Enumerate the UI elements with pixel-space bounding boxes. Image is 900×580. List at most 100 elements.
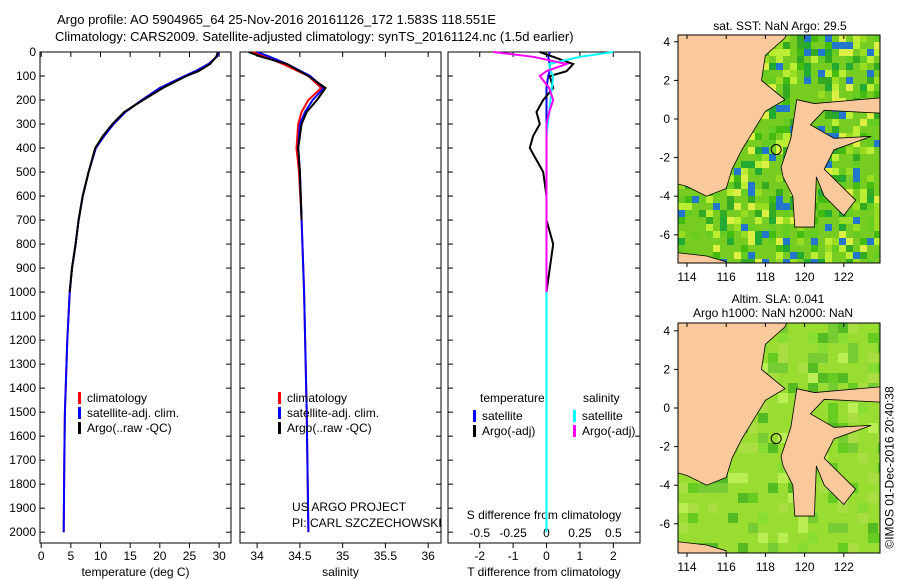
land-borneo [678, 323, 788, 486]
series-line-s-satellite [545, 51, 614, 533]
land-sulawesi [780, 386, 880, 517]
series-line-t-argo-adj- [528, 51, 575, 293]
y-tick-label: 700 [16, 213, 36, 227]
y-tick-label: 400 [16, 141, 36, 155]
lon-tick-label: 114 [677, 270, 696, 284]
series-line-satellite-adj-clim- [62, 51, 221, 533]
plot-frame [39, 51, 232, 544]
x-tick-label: 0 [543, 549, 550, 563]
y-tick-label: 1500 [9, 405, 36, 419]
legend-swatch [278, 422, 281, 434]
map-frame [677, 34, 881, 264]
x-tick-label: -1 [508, 549, 519, 563]
legend-label: Argo(-adj) [482, 424, 535, 438]
land-java [678, 252, 727, 263]
x2-tick-label: 0.5 [605, 526, 622, 540]
imos-stamp: ©IMOS 01-Dec-2016 20:40:38 [882, 386, 897, 549]
y-tick-label: 0 [29, 45, 36, 59]
lat-tick-label: 2 [663, 362, 670, 376]
series-line-satellite-adj-clim- [256, 51, 326, 533]
legend-label: satellite-adj. clim. [287, 406, 379, 420]
legend-label: Argo(..raw -QC) [87, 421, 172, 435]
y-tick-label: 1100 [10, 309, 36, 323]
x2-tick-label: -0.25 [499, 526, 527, 540]
y-tick-label: 1800 [9, 477, 36, 491]
lat-tick-label: -2 [659, 440, 670, 454]
x-axis-label: salinity [322, 565, 359, 579]
y-tick-label: 100 [16, 69, 36, 83]
x-tick-label: 20 [153, 549, 167, 563]
legend-label: Argo(..raw -QC) [287, 421, 372, 435]
legend-swatch [573, 410, 576, 422]
legend-label: climatology [287, 391, 347, 405]
series-line-argo-raw-qc- [248, 51, 327, 221]
profile-panel-3: -2 -1 0 1 2 T difference from climatology -0.5… [447, 51, 641, 579]
lon-tick-label: 116 [717, 560, 736, 574]
map-title-2: Argo h1000: NaN h2000: NaN [693, 306, 853, 320]
y-tick-label: 900 [16, 261, 36, 275]
y-tick-label: 1600 [9, 429, 36, 443]
legend-swatch [473, 425, 476, 437]
lat-tick-label: 2 [663, 73, 670, 87]
title-line-1: Argo profile: AO 5904965_64 25-Nov-2016 … [57, 12, 496, 27]
series-line-climatology [252, 51, 323, 533]
legend-label: climatology [87, 391, 147, 405]
profile-panel-2: 34 34.5 35 35.5 36 salinity climatologysatelli… [239, 51, 442, 579]
y-tick-label: 300 [16, 117, 36, 131]
map-frame [677, 322, 881, 554]
x2-tick-label: -0.5 [469, 526, 490, 540]
x-axis-label: T difference from climatology [467, 565, 621, 579]
x-tick-label: 25 [183, 549, 197, 563]
lon-tick-label: 118 [756, 560, 775, 574]
legend-swatch [78, 422, 81, 434]
y-tick-label: 1700 [9, 453, 36, 467]
plot-frame [239, 51, 442, 544]
y-tick-label: 1000 [9, 285, 36, 299]
x-tick-label: 35 [336, 549, 350, 563]
lat-tick-label: -6 [659, 228, 670, 242]
series-line-argo-raw-qc- [68, 51, 219, 293]
legend-header-temperature: temperature [480, 391, 545, 405]
y-tick-label: 1200 [9, 333, 36, 347]
y-tick-label: 1300 [9, 357, 36, 371]
x-tick-label: 5 [68, 549, 75, 563]
title-line-2: Climatology: CARS2009. Satellite-adjuste… [55, 29, 574, 44]
lat-tick-label: 4 [663, 324, 670, 338]
series-line-s-argo-adj- [492, 51, 571, 293]
x-tick-label: 34 [250, 549, 264, 563]
lon-tick-label: 120 [795, 560, 815, 574]
x-tick-label: 36 [421, 549, 435, 563]
map-title: sat. SST: NaN Argo: 29.5 [713, 19, 847, 33]
pi-label: PI: CARL SZCZECHOWSKI [292, 516, 442, 530]
lat-tick-label: -4 [659, 478, 670, 492]
y-tick-label: 1400 [9, 381, 36, 395]
lat-tick-label: 0 [663, 401, 670, 415]
lon-tick-label: 122 [834, 270, 854, 284]
legend-header-salinity: salinity [583, 391, 620, 405]
lat-tick-label: -4 [659, 189, 670, 203]
x-tick-label: 35.5 [374, 549, 398, 563]
legend-label: satellite-adj. clim. [87, 406, 179, 420]
map-1: 114 116 118 120 122 4 2 0 -2 -4 -6 sat. SST: NaN Ar… [659, 19, 881, 284]
y-tick-label: 1900 [9, 501, 36, 515]
legend-swatch [278, 407, 281, 419]
x-tick-label: 10 [94, 549, 108, 563]
x2-tick-label: 0.25 [568, 526, 592, 540]
x2-axis-label: S difference from climatology [467, 508, 622, 522]
x-tick-label: -2 [474, 549, 485, 563]
lon-tick-label: 120 [795, 270, 815, 284]
lat-tick-label: -6 [659, 517, 670, 531]
x-tick-label: 1 [577, 549, 584, 563]
legend-swatch [78, 392, 81, 404]
project-label: US ARGO PROJECT [292, 500, 407, 514]
lon-tick-label: 116 [717, 270, 736, 284]
y-tick-label: 600 [16, 189, 36, 203]
x-axis-label: temperature (deg C) [81, 565, 189, 579]
x2-tick-label: 0 [543, 526, 550, 540]
series-line-climatology [62, 51, 221, 533]
land-borneo [678, 35, 787, 197]
legend-label: Argo(-adj) [582, 424, 635, 438]
lon-tick-label: 118 [756, 270, 775, 284]
legend-label: satellite [482, 409, 523, 423]
